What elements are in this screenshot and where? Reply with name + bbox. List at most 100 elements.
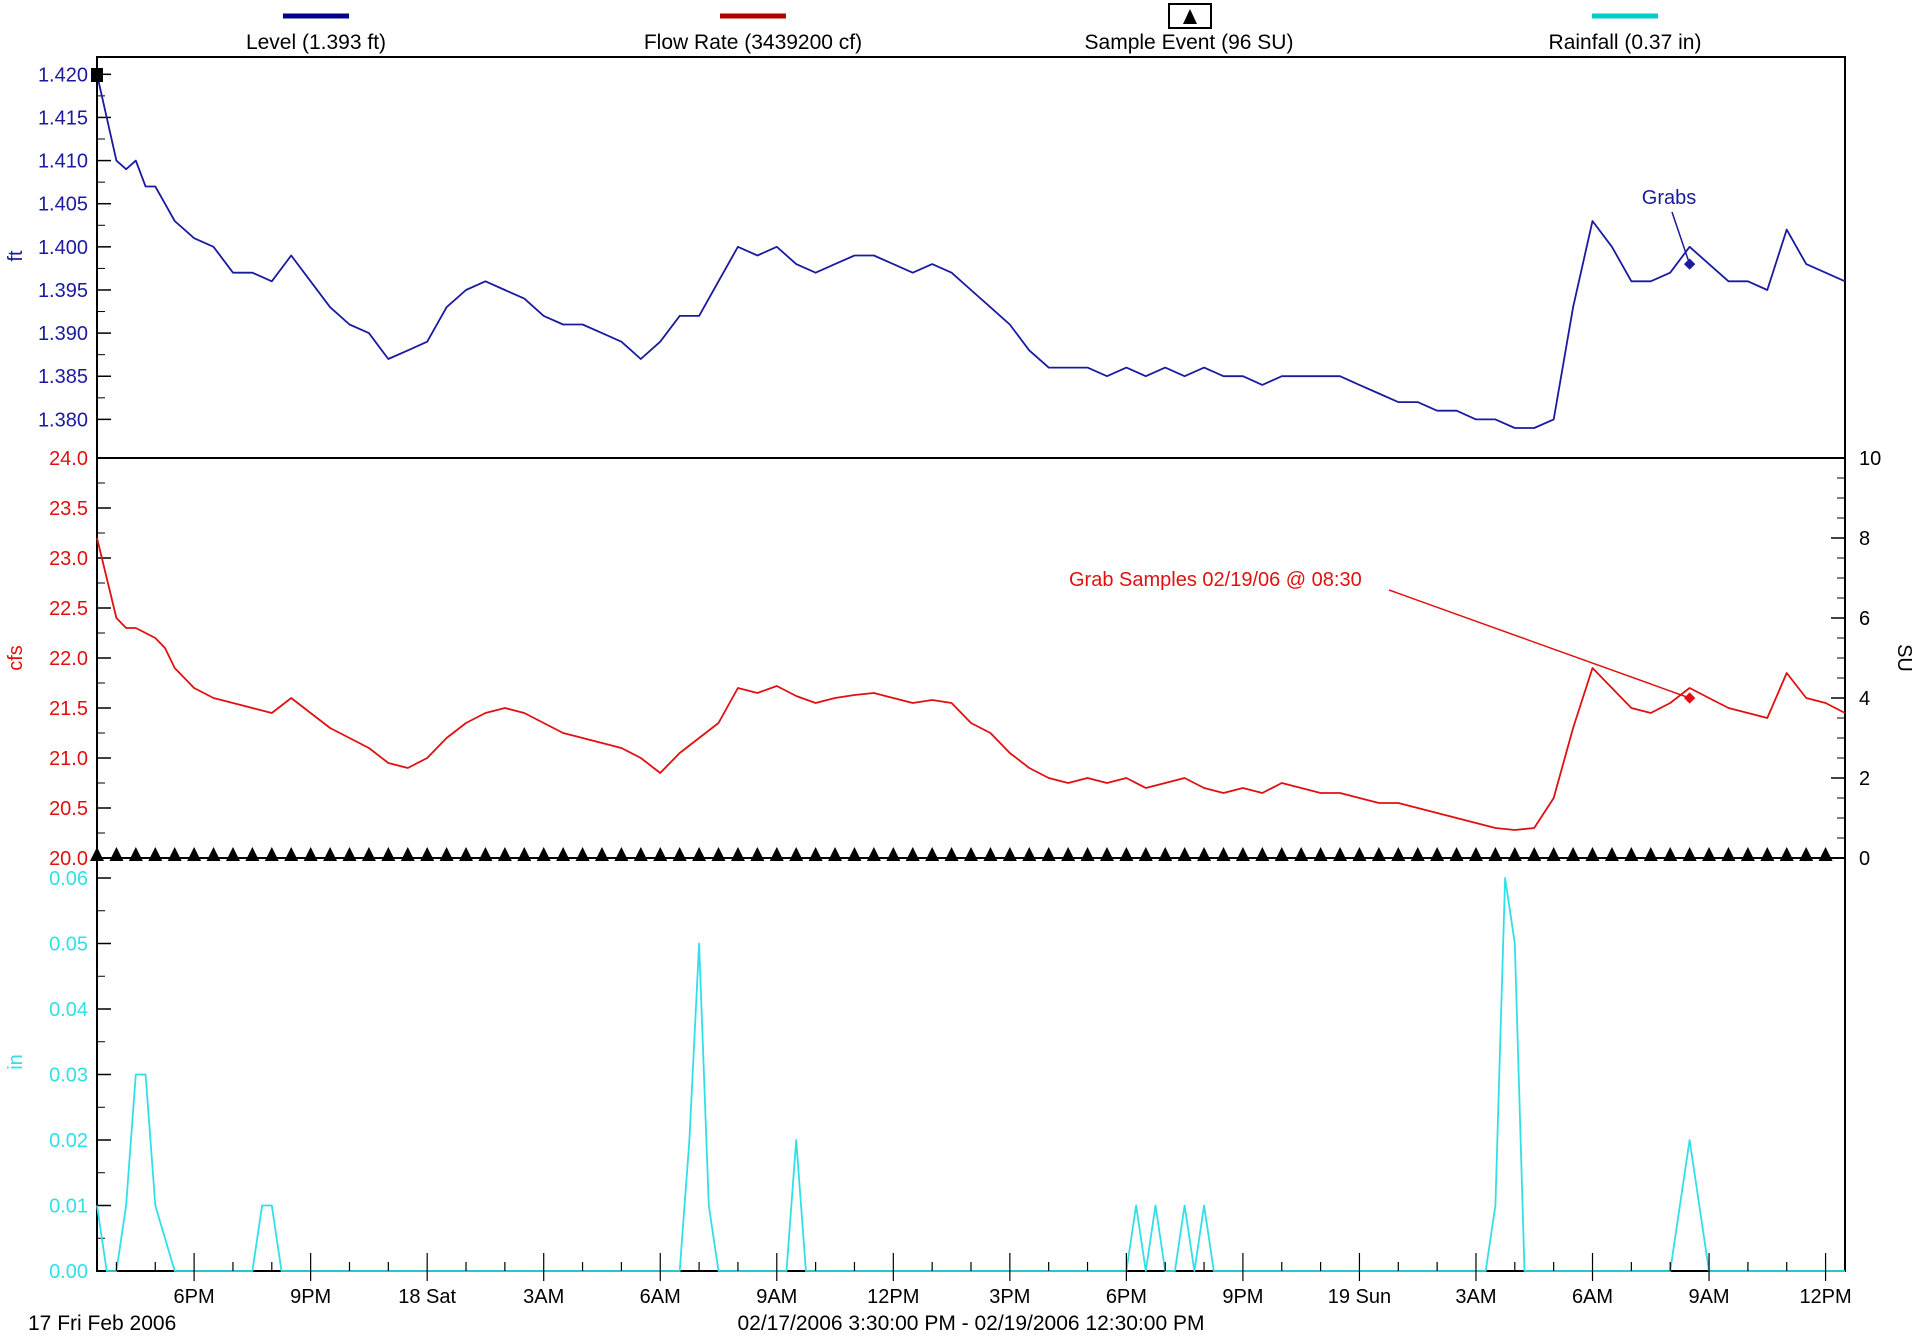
- y-axis-label: in: [5, 1054, 27, 1070]
- panel-2: 0 2 4 6 8 10 SU: [90, 448, 1915, 870]
- sample-event-marker: [808, 847, 823, 861]
- sample-event-marker: [109, 847, 124, 861]
- triangle-marker-icon: [1183, 9, 1197, 24]
- x-tick-label: 3AM: [523, 1286, 564, 1308]
- plot-frame: [96, 56, 1846, 1272]
- annotation-leader: [1388, 589, 1690, 699]
- sample-event-marker: [1041, 847, 1056, 861]
- y-tick-label: 21.5: [49, 698, 88, 720]
- sample-event-marker: [167, 847, 182, 861]
- sample-event-marker: [342, 847, 357, 861]
- sample-event-marker: [1138, 847, 1153, 861]
- plot-border: [96, 56, 1846, 1272]
- sample-event-marker: [497, 847, 512, 861]
- sample-event-marker: [225, 847, 240, 861]
- x-tick-label: 3PM: [989, 1286, 1030, 1308]
- sample-event-marker: [1294, 847, 1309, 861]
- sample-event-marker: [245, 847, 260, 861]
- y-tick-label: 1.415: [38, 107, 88, 129]
- sample-event-marker: [1546, 847, 1561, 861]
- y-tick-label: 0.00: [49, 1261, 88, 1283]
- sample-event-marker: [1702, 847, 1717, 861]
- y-tick-label: 0.04: [49, 999, 88, 1021]
- sample-event-marker: [1779, 847, 1794, 861]
- panel-1: 20.0 20.5 21.0 21.5 22.0 22.5 23.0 23.5 24.0 cfs G…: [5, 448, 1846, 870]
- sample-event-marker: [1740, 847, 1755, 861]
- y-tick-label: 23.0: [49, 548, 88, 570]
- sample-event-marker: [1333, 847, 1348, 861]
- x-tick-label: 9AM: [756, 1286, 797, 1308]
- sample-event-marker: [303, 847, 318, 861]
- sample-event-marker: [1002, 847, 1017, 861]
- legend-sample-label: Sample Event (96 SU): [1085, 31, 1294, 54]
- sample-event-marker: [847, 847, 862, 861]
- sample-event-marker: [478, 847, 493, 861]
- sample-event-marker: [653, 847, 668, 861]
- y-tick-label: 6: [1859, 608, 1870, 630]
- sample-event-marker: [1216, 847, 1231, 861]
- sample-event-marker: [964, 847, 978, 861]
- y-tick-label: 1.400: [38, 237, 88, 259]
- sample-event-marker: [1080, 847, 1095, 861]
- x-tick-label: 12PM: [1799, 1286, 1851, 1308]
- sample-event-marker: [381, 847, 396, 861]
- x-tick-label: 18 Sat: [398, 1286, 456, 1308]
- sample-event-marker: [1158, 847, 1173, 861]
- sample-event-marker: [1022, 847, 1037, 861]
- sample-event-marker: [439, 847, 454, 861]
- sample-event-marker: [886, 847, 901, 861]
- annotation-label: Grabs: [1642, 187, 1696, 209]
- sample-event-marker: [575, 847, 590, 861]
- sample-event-marker: [1449, 847, 1464, 861]
- sample-event-marker: [1760, 847, 1775, 861]
- y-tick-label: 4: [1859, 688, 1870, 710]
- sample-event-marker: [672, 847, 687, 861]
- sample-event-marker: [1721, 847, 1736, 861]
- sample-event-marker: [206, 847, 221, 861]
- sample-event-marker: [1682, 847, 1697, 861]
- panel-0: 1.380 1.385 1.390 1.395 1.400 1.405 1.410 1.415…: [5, 64, 1846, 431]
- y-tick-label: 0.05: [49, 934, 88, 956]
- sample-event-marker: [1061, 847, 1076, 861]
- y-tick-label: 22.5: [49, 598, 88, 620]
- x-tick-label: 6AM: [1572, 1286, 1613, 1308]
- sample-event-marker: [1177, 847, 1192, 861]
- y-axis-label: SU: [1893, 644, 1915, 672]
- x-tick-label: 6PM: [174, 1286, 215, 1308]
- sample-event-marker: [1410, 847, 1425, 861]
- sample-event-marker: [1585, 847, 1600, 861]
- y-tick-label: 0.01: [49, 1196, 88, 1218]
- sample-event-marker: [633, 847, 648, 861]
- sample-event-marker: [1566, 847, 1581, 861]
- panels: 1.380 1.385 1.390 1.395 1.400 1.405 1.410 1.415…: [5, 64, 1915, 1283]
- x-tick-label: 9AM: [1688, 1286, 1729, 1308]
- sample-event-marker: [323, 847, 338, 861]
- sample-event-marker: [769, 847, 784, 861]
- sample-event-marker: [1119, 847, 1134, 861]
- sample-event-marker: [750, 847, 765, 861]
- sample-event-marker: [1313, 847, 1328, 861]
- sample-event-marker: [1235, 847, 1250, 861]
- sample-event-marker: [1099, 847, 1114, 861]
- sample-event-marker: [692, 847, 707, 861]
- annotation-label: Grab Samples 02/19/06 @ 08:30: [1069, 569, 1362, 591]
- footer-start-date: 17 Fri Feb 2006: [28, 1312, 176, 1335]
- sample-event-marker: [517, 847, 532, 861]
- sample-event-marker: [1488, 847, 1503, 861]
- sample-event-marker: [459, 847, 474, 861]
- legend-flow-label: Flow Rate (3439200 cf): [644, 31, 862, 54]
- x-tick-label: 9PM: [1222, 1286, 1263, 1308]
- y-tick-label: 1.385: [38, 366, 88, 388]
- y-tick-label: 21.0: [49, 748, 88, 770]
- sample-event-marker: [90, 847, 104, 861]
- y-tick-label: 1.395: [38, 280, 88, 302]
- sample-event-marker: [983, 847, 998, 861]
- legend: Level (1.393 ft) Flow Rate (3439200 cf) …: [246, 3, 1701, 54]
- sample-event-marker: [594, 847, 609, 861]
- sample-event-marker: [828, 847, 843, 861]
- sample-event-marker: [1818, 847, 1833, 861]
- x-tick-label: 6AM: [640, 1286, 681, 1308]
- sample-event-marker: [789, 847, 804, 861]
- sample-event-marker: [614, 847, 629, 861]
